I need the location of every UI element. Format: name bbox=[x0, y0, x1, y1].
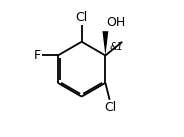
Polygon shape bbox=[102, 31, 108, 55]
Text: Cl: Cl bbox=[75, 11, 88, 24]
Text: &1: &1 bbox=[110, 42, 123, 52]
Text: F: F bbox=[34, 49, 41, 62]
Text: Cl: Cl bbox=[105, 101, 117, 114]
Text: OH: OH bbox=[107, 16, 126, 29]
